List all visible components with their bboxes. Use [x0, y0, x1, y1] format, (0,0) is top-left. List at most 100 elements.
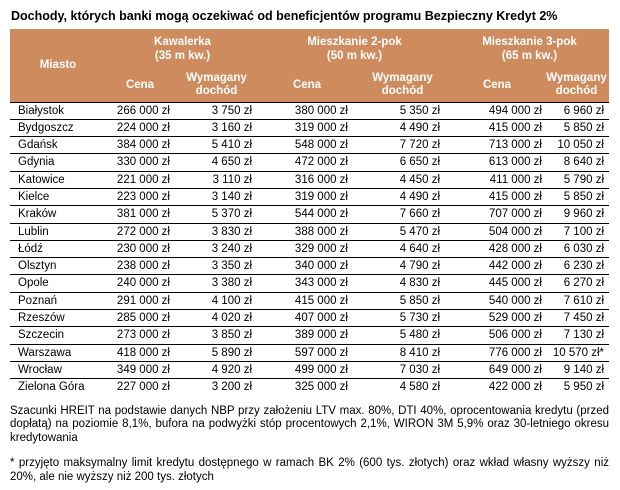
studio-income-cell: 5 370 zł — [174, 205, 259, 224]
flat2-price-cell: 389 000 zł — [259, 326, 355, 345]
city-cell: Opole — [10, 274, 106, 293]
flat3-income-cell: 6 270 zł — [544, 274, 609, 293]
table-row: Bydgoszcz 224 000 zł 3 160 zł 319 000 zł… — [10, 119, 609, 138]
flat3-income-cell: 10 570 zł* — [544, 344, 609, 362]
group-subtitle-3room: (65 m kw.) — [501, 50, 558, 62]
flat3-income-cell: 9 140 zł — [544, 361, 609, 380]
flat2-price-cell: 407 000 zł — [259, 309, 355, 328]
table-header: Miasto Kawalerka (35 m kw.) Mieszkanie 2… — [10, 29, 609, 102]
flat3-income-cell: 6 960 zł — [544, 101, 609, 120]
city-cell: Kraków — [10, 205, 106, 224]
table-row: Szczecin 273 000 zł 3 850 zł 389 000 zł … — [10, 326, 609, 345]
city-cell: Kielce — [10, 188, 106, 207]
flat2-income-cell: 4 830 zł — [355, 274, 450, 293]
flat2-price-cell: 597 000 zł — [259, 344, 355, 362]
table-row: Zielona Góra 227 000 zł 3 200 zł 325 000… — [10, 379, 609, 396]
flat2-income-cell: 4 790 zł — [355, 257, 450, 276]
flat2-income-cell: 4 580 zł — [399, 381, 440, 394]
flat3-income-cell: 5 850 zł — [544, 119, 609, 138]
studio-income-cell: 3 750 zł — [174, 101, 259, 120]
income-column-header-studio: Wymagany dochód — [174, 69, 259, 102]
studio-price-cell: 238 000 zł — [106, 257, 174, 276]
city-cell: Wrocław — [10, 361, 106, 380]
group-header-studio: Kawalerka (35 m kw.) — [106, 29, 259, 69]
flat2-income-cell: 5 350 zł — [355, 101, 450, 120]
city-cell: Warszawa — [10, 344, 106, 362]
flat3-income-cell: 10 050 zł — [544, 136, 609, 155]
city-cell: Olsztyn — [10, 257, 106, 276]
studio-price-cell: 240 000 zł — [106, 274, 174, 293]
flat3-income-cell: 7 100 zł — [544, 223, 609, 241]
city-cell: Szczecin — [10, 326, 106, 345]
table-row: Katowice 221 000 zł 3 110 zł 316 000 zł … — [10, 171, 609, 189]
city-column-header: Miasto — [10, 29, 106, 102]
studio-price-cell: 221 000 zł — [106, 171, 174, 189]
flat3-price-cell: 504 000 zł — [450, 223, 544, 241]
table-row: Kraków 381 000 zł 5 370 zł 544 000 zł 7 … — [10, 205, 609, 224]
group-header-3room: Mieszkanie 3-pok (65 m kw.) — [450, 29, 609, 69]
city-cell: Łódź — [10, 240, 106, 259]
studio-price-cell: 223 000 zł — [106, 188, 174, 207]
flat3-income-cell: 9 960 zł — [544, 205, 609, 224]
studio-price-cell: 330 000 zł — [106, 153, 174, 172]
flat2-income-cell: 7 030 zł — [355, 361, 450, 380]
flat2-price-cell: 499 000 zł — [259, 361, 355, 380]
studio-price-cell: 285 000 zł — [106, 309, 174, 328]
studio-income-cell: 5 890 zł — [174, 344, 259, 362]
flat2-income-cell: 6 650 zł — [355, 153, 450, 172]
studio-income-cell: 3 160 zł — [174, 119, 259, 138]
table-row: Łódź 230 000 zł 3 240 zł 329 000 zł 4 64… — [10, 240, 609, 259]
group-header-row: Miasto Kawalerka (35 m kw.) Mieszkanie 2… — [10, 29, 609, 102]
city-cell: Poznań — [10, 292, 106, 311]
studio-price-cell: 227 000 zł — [116, 381, 170, 394]
page-title: Dochody, których banki mogą oczekiwać od… — [11, 9, 558, 23]
studio-price-cell: 266 000 zł — [106, 101, 174, 120]
flat2-price-cell: 544 000 zł — [259, 205, 355, 224]
flat3-price-cell: 529 000 zł — [450, 309, 544, 328]
flat2-income-cell: 4 490 zł — [355, 188, 450, 207]
studio-income-cell: 3 140 zł — [174, 188, 259, 207]
table-row: Gdańsk 384 000 zł 5 410 zł 548 000 zł 7 … — [10, 136, 609, 155]
studio-price-cell: 230 000 zł — [106, 240, 174, 259]
studio-income-cell: 3 240 zł — [174, 240, 259, 259]
city-cell: Katowice — [10, 171, 106, 189]
flat3-price-cell: 776 000 zł — [450, 344, 544, 362]
flat3-income-cell: 6 230 zł — [544, 257, 609, 276]
city-cell: Rzeszów — [10, 309, 106, 328]
flat3-income-cell: 7 130 zł — [544, 326, 609, 345]
studio-price-cell: 418 000 zł — [106, 344, 174, 362]
flat3-price-cell: 428 000 zł — [450, 240, 544, 259]
flat3-price-cell: 613 000 zł — [450, 153, 544, 172]
studio-price-cell: 349 000 zł — [106, 361, 174, 380]
flat3-income-cell: 7 610 zł — [544, 292, 609, 311]
studio-income-cell: 3 850 zł — [174, 326, 259, 345]
city-cell: Gdynia — [10, 153, 106, 172]
price-column-header-3room: Cena — [450, 69, 544, 102]
flat3-income-cell: 5 950 zł — [563, 381, 604, 394]
flat2-income-cell: 5 850 zł — [355, 292, 450, 311]
studio-income-cell: 4 920 zł — [174, 361, 259, 380]
table-row: Rzeszów 285 000 zł 4 020 zł 407 000 zł 5… — [10, 309, 609, 328]
income-table: Miasto Kawalerka (35 m kw.) Mieszkanie 2… — [10, 29, 609, 396]
price-column-header-studio: Cena — [106, 69, 174, 102]
group-header-2room: Mieszkanie 2-pok (50 m kw.) — [259, 29, 450, 69]
table-row: Poznań 291 000 zł 4 100 zł 415 000 zł 5 … — [10, 292, 609, 311]
flat2-income-cell: 5 730 zł — [355, 309, 450, 328]
city-cell: Lublin — [10, 223, 106, 241]
studio-income-cell: 4 020 zł — [174, 309, 259, 328]
flat2-price-cell: 548 000 zł — [259, 136, 355, 155]
flat2-price-cell: 316 000 zł — [259, 171, 355, 189]
studio-income-cell: 4 100 zł — [174, 292, 259, 311]
income-column-header-2room: Wymagany dochód — [355, 69, 450, 102]
flat3-price-cell: 707 000 zł — [450, 205, 544, 224]
table-row: Warszawa 418 000 zł 5 890 zł 597 000 zł … — [10, 344, 609, 362]
asterisk-note: * przyjęto maksymalny limit kredytu dost… — [10, 457, 609, 483]
studio-income-cell: 3 200 zł — [211, 381, 252, 394]
city-cell: Białystok — [10, 101, 106, 120]
flat3-price-cell: 411 000 zł — [450, 171, 544, 189]
flat3-income-cell: 6 030 zł — [544, 240, 609, 259]
studio-income-cell: 4 650 zł — [174, 153, 259, 172]
flat2-price-cell: 380 000 zł — [259, 101, 355, 120]
flat3-price-cell: 415 000 zł — [450, 188, 544, 207]
flat2-income-cell: 5 470 zł — [355, 223, 450, 241]
